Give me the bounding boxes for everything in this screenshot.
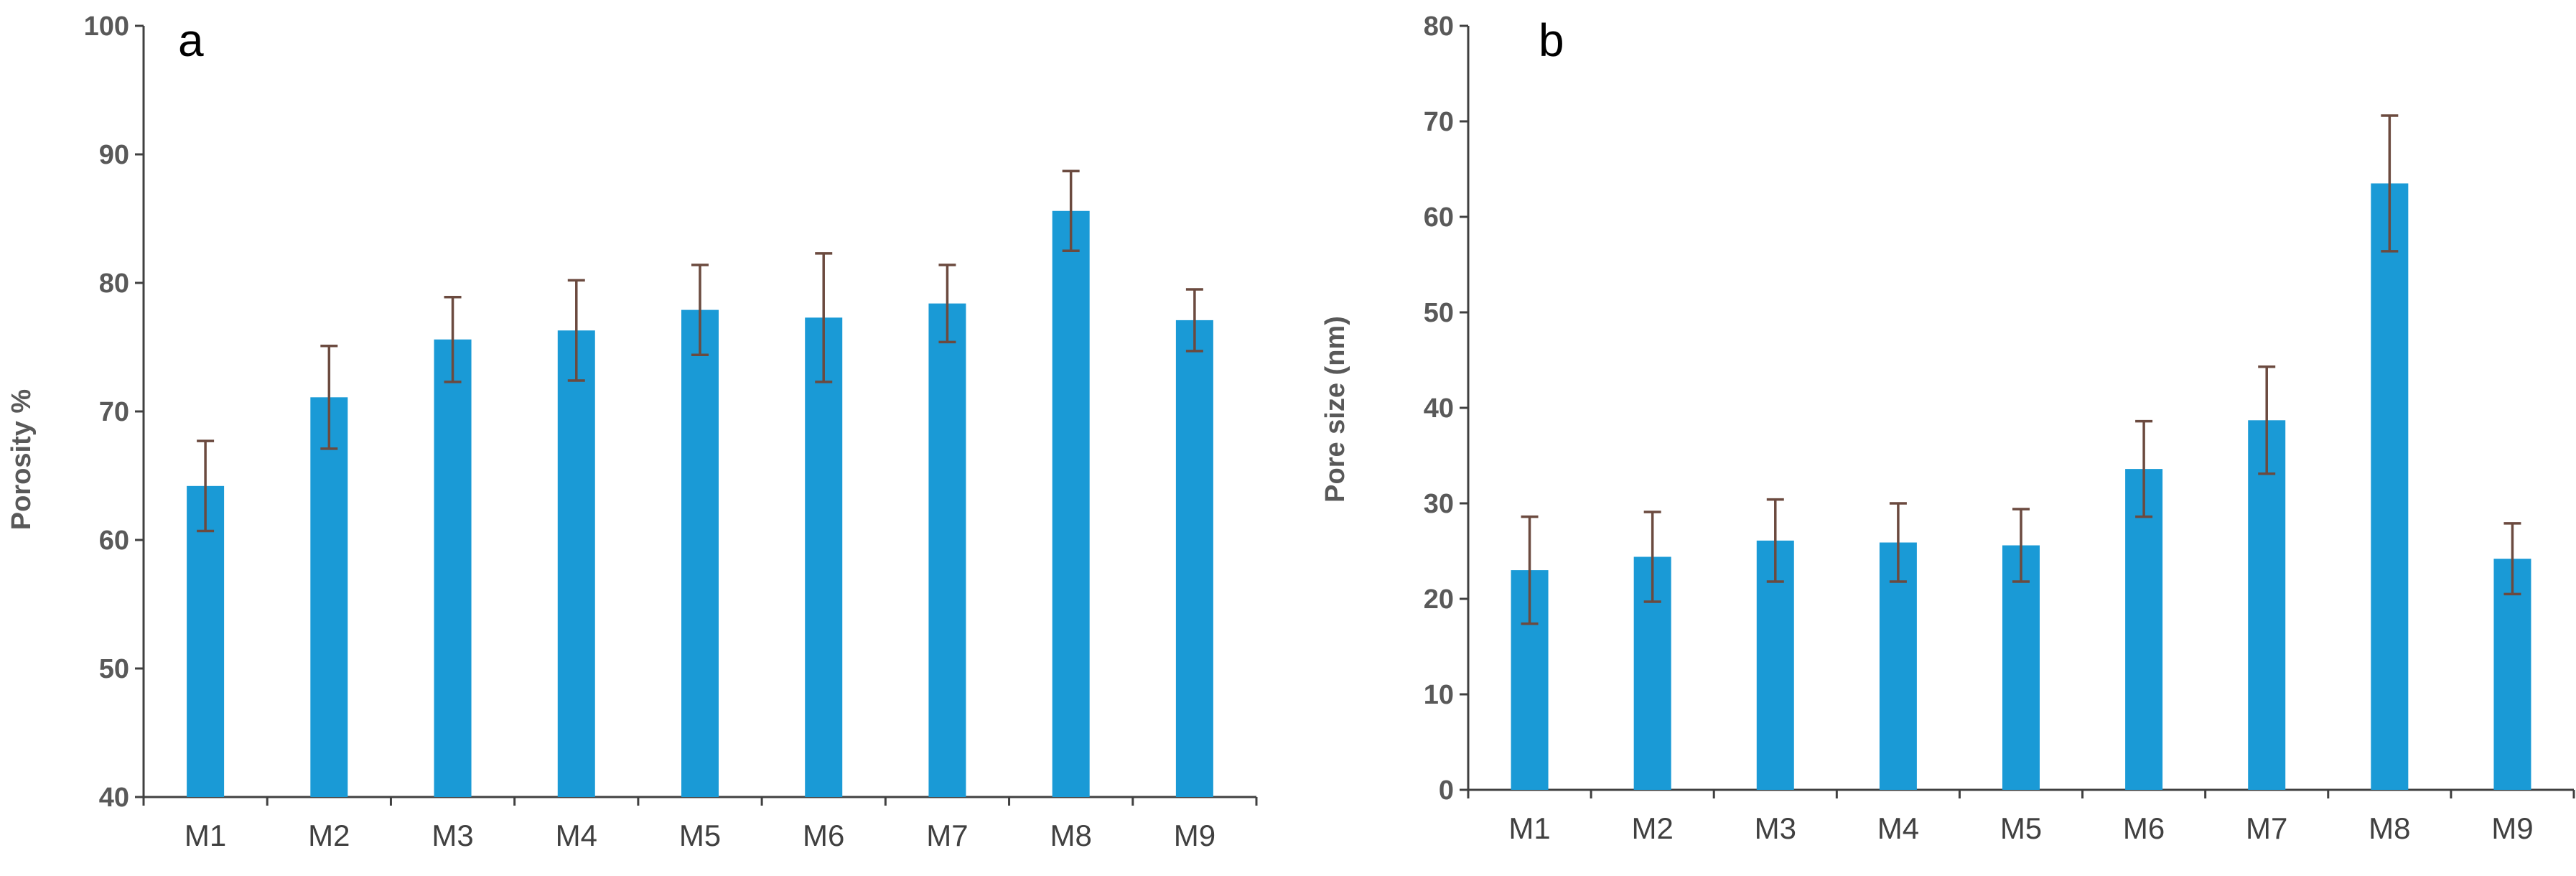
y-tick-label: 50 xyxy=(1424,298,1454,328)
x-tick-label: M7 xyxy=(2246,811,2287,845)
error-bar-m5 xyxy=(691,264,709,356)
x-tick-label: M4 xyxy=(556,819,597,852)
y-tick-label: 40 xyxy=(1424,393,1454,424)
x-tick-label: M6 xyxy=(803,819,844,852)
chart-panel-b: b Pore size (nm) 0 10 20 30 40 50 60 70 80 M1 M2 M3… xyxy=(1320,11,2575,845)
x-tick-label: M4 xyxy=(1877,811,1919,845)
bar-m6 xyxy=(2125,469,2163,790)
x-tick-label: M1 xyxy=(185,819,226,852)
y-tick-label: 10 xyxy=(1424,680,1454,710)
error-bar-m8 xyxy=(2381,114,2399,253)
x-tick-label: M8 xyxy=(1050,819,1091,852)
bar-m7 xyxy=(928,303,966,797)
error-bar-m2 xyxy=(320,344,338,450)
x-tick-label: M8 xyxy=(2369,811,2410,845)
y-axis-title-b: Pore size (nm) xyxy=(1320,316,1350,503)
error-bar-m7 xyxy=(938,264,956,344)
y-tick-label: 70 xyxy=(99,397,129,427)
bar-m4 xyxy=(557,330,595,798)
x-tick-label: M5 xyxy=(679,819,721,852)
y-tick-label: 80 xyxy=(99,269,129,299)
error-bar-m1 xyxy=(197,439,215,533)
y-tick-label: 70 xyxy=(1424,107,1454,137)
bar-m3 xyxy=(434,339,472,797)
y-tick-label: 0 xyxy=(1439,775,1454,806)
bar-m5 xyxy=(681,309,719,798)
error-bar-m9 xyxy=(2503,522,2521,596)
bar-m8 xyxy=(1052,210,1090,797)
x-tick-label: M5 xyxy=(2000,811,2042,845)
error-bar-m2 xyxy=(1643,511,1661,603)
y-tick-label: 30 xyxy=(1424,489,1454,519)
x-tick-label: M3 xyxy=(1755,811,1796,845)
x-tick-label: M3 xyxy=(431,819,473,852)
bar-m5 xyxy=(2002,545,2040,790)
y-tick-label: 50 xyxy=(99,654,129,684)
bar-m4 xyxy=(1879,542,1917,790)
bar-m8 xyxy=(2371,183,2409,790)
y-tick-label: 100 xyxy=(84,11,129,42)
panel-label-a: a xyxy=(178,14,204,66)
y-axis-title-a: Porosity % xyxy=(6,389,37,530)
error-bar-m6 xyxy=(815,252,833,383)
y-tick-label: 80 xyxy=(1424,11,1454,42)
chart-panel-a: a Porosity % 40 50 60 70 80 90 100 M1 M2 M3 M4 M5 M6… xyxy=(6,11,1258,852)
bar-m6 xyxy=(805,317,843,798)
y-tick-label: 20 xyxy=(1424,584,1454,615)
bar-m9 xyxy=(1175,320,1213,797)
x-tick-label: M2 xyxy=(308,819,350,852)
y-tick-label: 60 xyxy=(99,526,129,556)
error-bar-m3 xyxy=(1766,498,1784,583)
bar-m7 xyxy=(2248,420,2286,790)
error-bar-m8 xyxy=(1062,169,1080,252)
x-tick-label: M2 xyxy=(1631,811,1673,845)
y-tick-label: 60 xyxy=(1424,202,1454,233)
y-tick-label: 90 xyxy=(99,140,129,170)
error-bar-m4 xyxy=(567,279,585,382)
x-tick-label: M1 xyxy=(1508,811,1550,845)
error-bar-m9 xyxy=(1185,288,1203,353)
x-tick-label: M9 xyxy=(2491,811,2533,845)
x-tick-label: M6 xyxy=(2123,811,2165,845)
error-bar-m3 xyxy=(444,295,462,383)
x-tick-label: M9 xyxy=(1174,819,1215,852)
y-tick-label: 40 xyxy=(99,783,129,813)
error-bar-m7 xyxy=(2258,365,2276,475)
bar-m2 xyxy=(310,397,348,797)
bar-m9 xyxy=(2493,559,2531,790)
error-bar-m5 xyxy=(2012,508,2030,583)
error-bar-m6 xyxy=(2135,419,2153,518)
error-bar-m1 xyxy=(1521,515,1539,625)
x-tick-label: M7 xyxy=(926,819,968,852)
panel-label-b: b xyxy=(1539,14,1564,66)
error-bar-m4 xyxy=(1889,502,1907,583)
bar-m1 xyxy=(187,485,225,797)
